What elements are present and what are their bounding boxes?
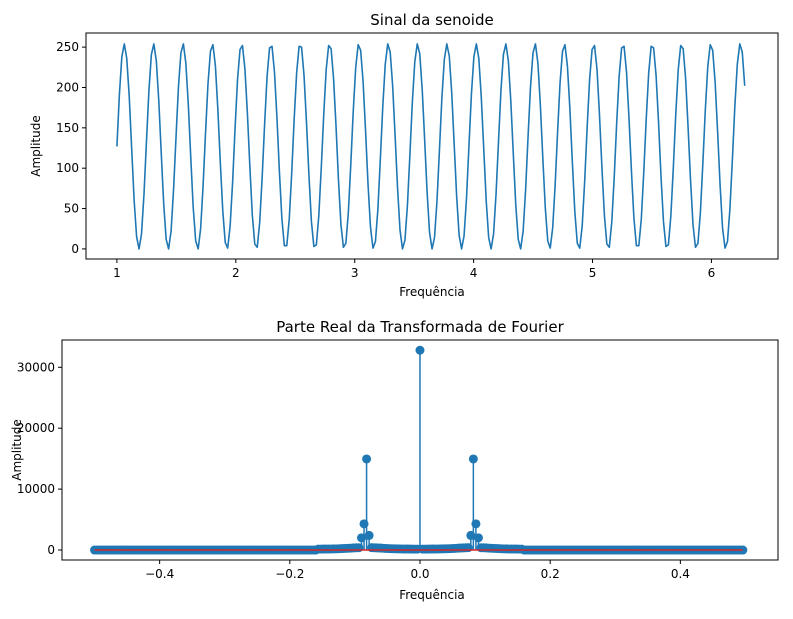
fourier-marker	[468, 454, 478, 464]
fourier-x-tick-label: 0.4	[671, 567, 690, 581]
fourier-y-axis-label: Amplitude	[10, 419, 24, 481]
signal-y-axis-label: Amplitude	[29, 115, 43, 177]
fourier-marker	[463, 543, 473, 553]
signal-x-tick-label: 4	[470, 266, 478, 280]
signal-x-tick-label: 1	[113, 266, 121, 280]
signal-y-tick-label: 50	[64, 202, 79, 216]
signal-plot-frame	[85, 32, 779, 260]
fourier-chart-title: Parte Real da Transformada de Fourier	[276, 318, 564, 336]
signal-x-tick-label: 2	[232, 266, 240, 280]
fourier-marker	[354, 543, 364, 553]
fourier-marker	[362, 454, 372, 464]
fourier-x-tick-label: −0.4	[145, 567, 174, 581]
signal-x-tick-label: 5	[589, 266, 597, 280]
fourier-stems	[317, 350, 523, 551]
fourier-marker	[356, 533, 366, 543]
fourier-y-tick-label: 0	[47, 543, 55, 557]
signal-y-tick-label: 200	[56, 80, 79, 94]
signal-y-tick-label: 250	[56, 40, 79, 54]
signal-x-tick-label: 3	[351, 266, 359, 280]
fourier-marker	[473, 533, 483, 543]
fourier-y-tick-label: 20000	[17, 421, 55, 435]
fourier-x-tick-label: 0.0	[410, 567, 429, 581]
fourier-x-tick-label: 0.2	[541, 567, 560, 581]
fourier-marker	[364, 530, 374, 540]
fourier-chart: Parte Real da Transformada de Fourier Fr…	[10, 318, 779, 602]
fourier-x-axis-label: Frequência	[399, 588, 465, 602]
signal-y-tick-label: 100	[56, 161, 79, 175]
signal-series-line	[116, 43, 746, 250]
fourier-marker	[359, 519, 369, 529]
fourier-marker	[466, 530, 476, 540]
signal-chart: Sinal da senoide Frequência Amplitude 1 2…	[29, 11, 779, 299]
fourier-marker	[415, 345, 425, 355]
fourier-marker	[471, 519, 481, 529]
fourier-y-tick-label: 30000	[17, 360, 55, 374]
fourier-markers	[90, 345, 748, 555]
fourier-x-tick-label: −0.2	[275, 567, 304, 581]
signal-x-axis-label: Frequência	[399, 285, 465, 299]
fourier-y-tick-label: 10000	[17, 482, 55, 496]
signal-y-tick-label: 0	[71, 242, 79, 256]
signal-x-tick-label: 6	[708, 266, 716, 280]
signal-y-tick-label: 150	[56, 121, 79, 135]
signal-chart-title: Sinal da senoide	[370, 11, 493, 29]
